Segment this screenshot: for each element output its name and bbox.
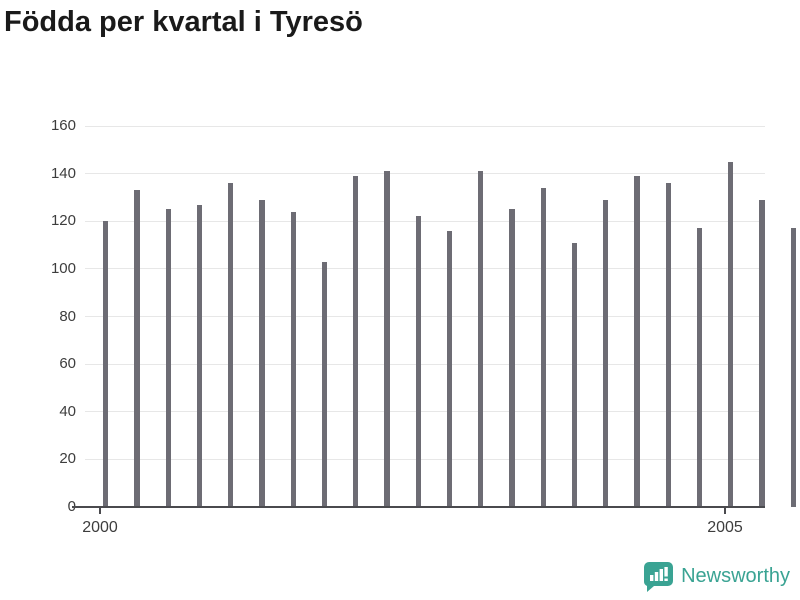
- quarter-bar: [509, 209, 515, 507]
- gridline-100: [85, 268, 765, 270]
- quarter-bar: [665, 183, 671, 507]
- quarter-bar: [571, 242, 578, 507]
- quarter-bar: [790, 228, 796, 507]
- quarter-bar: [290, 211, 296, 507]
- x-axis-tick-2005: [724, 508, 726, 514]
- quarter-bar: [228, 183, 234, 507]
- quarter-bar: [446, 230, 453, 507]
- y-axis-label-100: 100: [50, 259, 76, 277]
- y-axis-label-140: 140: [50, 164, 76, 182]
- quarter-bar: [321, 261, 328, 507]
- quarter-bar: [259, 199, 265, 507]
- gridline-160: [85, 125, 765, 127]
- y-axis-label-120: 120: [50, 212, 76, 230]
- quarter-bar: [165, 209, 171, 507]
- quarter-bar: [384, 171, 390, 507]
- quarter-bar: [103, 221, 109, 507]
- quarter-bar: [696, 228, 703, 507]
- quarter-bar: [634, 176, 640, 507]
- gridline-140: [85, 173, 765, 175]
- y-axis-label-160: 160: [50, 117, 76, 134]
- gridline-40: [85, 411, 765, 413]
- y-axis-label-80: 80: [59, 307, 76, 325]
- x-axis-label-2005: 2005: [707, 519, 743, 536]
- brand-name: Newsworthy: [681, 565, 790, 587]
- gridline-20: [85, 458, 765, 460]
- quarter-bar: [540, 187, 546, 507]
- quarter-bar: [478, 171, 484, 507]
- y-axis-label-0: 0: [16, 499, 76, 514]
- quarter-bar: [134, 190, 140, 507]
- quarter-bar: [603, 199, 609, 507]
- brand-footer: Newsworthy: [643, 561, 790, 592]
- x-axis-tick-2000: [99, 508, 101, 514]
- gridline-80: [85, 316, 765, 317]
- quarter-bar: [759, 199, 765, 507]
- quarter-bar: [728, 161, 734, 507]
- x-axis-line: [72, 506, 765, 508]
- gridline-60: [85, 363, 765, 365]
- y-axis-label-60: 60: [59, 355, 76, 373]
- chart-title: Födda per kvartal i Tyresö: [4, 6, 363, 38]
- y-axis-label-20: 20: [59, 450, 76, 468]
- x-axis-label-2000: 2000: [82, 519, 118, 536]
- gridline-120: [85, 220, 765, 222]
- y-axis-label-40: 40: [59, 402, 76, 420]
- quarter-bar: [196, 204, 203, 507]
- quarter-bar: [353, 176, 359, 507]
- quarter-bar: [415, 216, 421, 507]
- bar-chart-speech-bubble-icon: [644, 562, 674, 592]
